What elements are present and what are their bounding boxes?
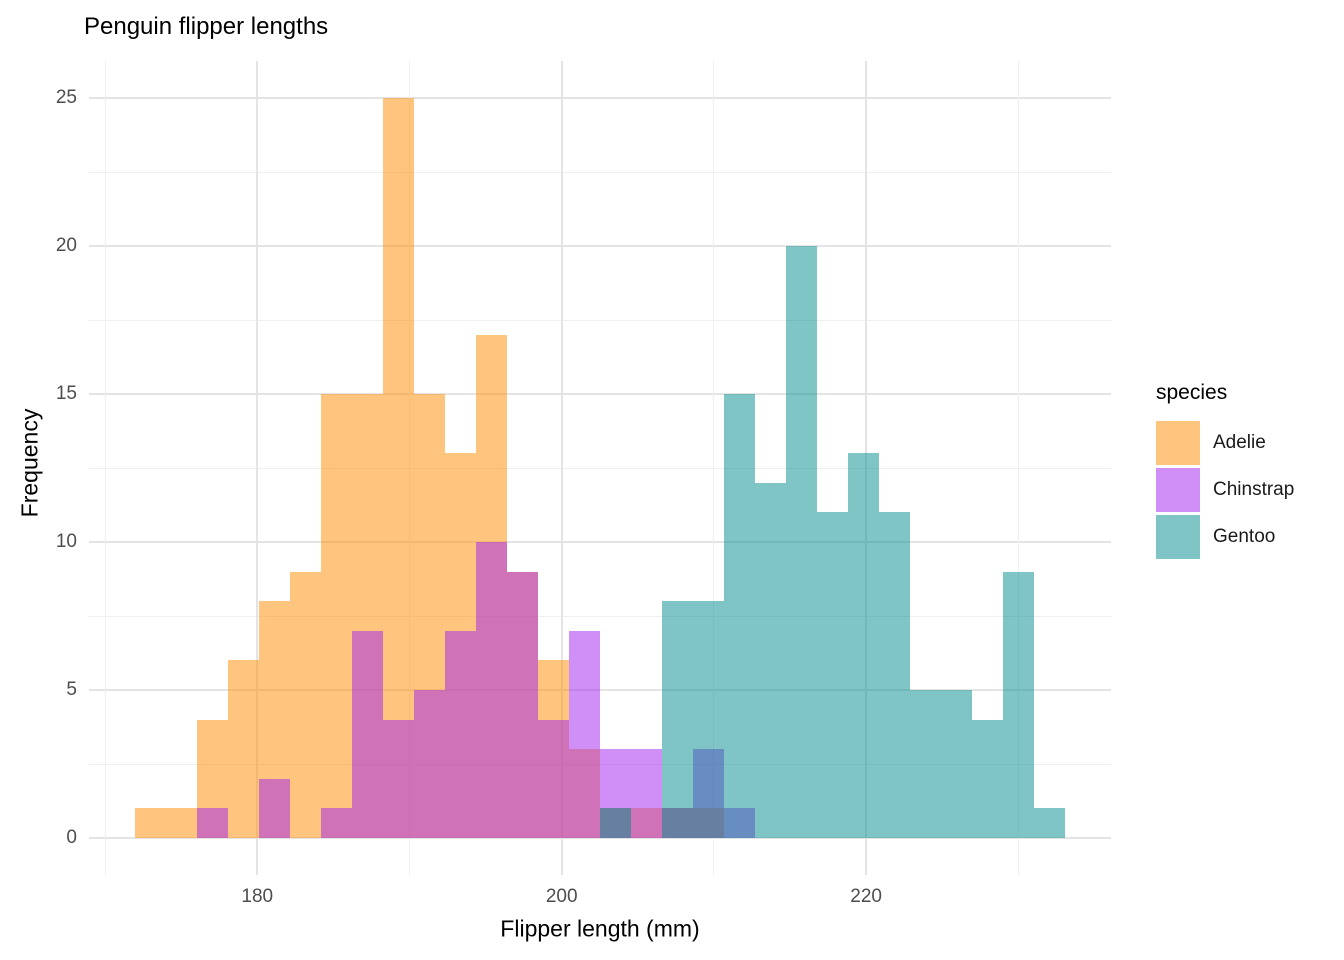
histogram-bar-adelie	[290, 571, 322, 838]
histogram-bar-chinstrap	[538, 719, 570, 838]
gridline-y-major	[89, 689, 1111, 691]
histogram-bar-chinstrap	[569, 630, 600, 838]
gridline-y-major	[89, 393, 1111, 395]
histogram-bar-gentoo	[940, 690, 972, 838]
y-tick-label: 15	[55, 383, 77, 404]
x-tick-label: 220	[850, 886, 882, 907]
histogram-bar-chinstrap	[414, 690, 446, 838]
x-tick-label: 200	[545, 886, 578, 907]
y-tick-label: 20	[55, 235, 77, 256]
plot-panel	[89, 61, 1111, 875]
gridline-y-minor	[89, 467, 1111, 469]
gridline-y-major	[89, 837, 1111, 839]
histogram-bar-chinstrap	[197, 808, 229, 838]
gridline-x-minor	[1017, 61, 1019, 875]
histogram-bar-chinstrap	[630, 749, 662, 838]
histogram-bar-gentoo	[692, 601, 724, 838]
plot-title: Penguin flipper lengths	[84, 13, 329, 40]
legend-label-chinstrap: Chinstrap	[1213, 479, 1295, 500]
histogram-bar-chinstrap	[476, 542, 508, 838]
legend: species Adelie Chinstrap Gentoo	[1156, 0, 1344, 960]
gridline-y-major	[89, 541, 1111, 543]
histogram-bar-gentoo	[971, 719, 1003, 838]
histogram-bar-gentoo	[1033, 808, 1065, 838]
histogram-bar-adelie	[383, 98, 415, 838]
legend-label-adelie: Adelie	[1213, 432, 1266, 453]
histogram-bar-chinstrap	[445, 630, 477, 838]
y-tick-label: 25	[55, 87, 77, 108]
histogram-bar-adelie	[135, 808, 167, 838]
histogram-bar-gentoo	[600, 808, 631, 838]
gridline-y-major	[89, 245, 1111, 247]
gridline-y-minor	[89, 171, 1111, 173]
legend-key-gentoo	[1156, 515, 1200, 559]
gridline-y-minor	[89, 319, 1111, 321]
histogram-bar-gentoo	[1002, 571, 1034, 838]
histogram-bar-gentoo	[909, 690, 941, 838]
histogram-bar-adelie	[166, 808, 198, 838]
histogram-bar-chinstrap	[507, 571, 539, 838]
legend-title: species	[1156, 381, 1228, 404]
histogram-bar-chinstrap	[321, 808, 353, 838]
y-tick-label: 10	[55, 531, 77, 552]
gridline-x-major	[560, 61, 563, 875]
x-tick-label: 180	[241, 886, 274, 907]
y-tick-label: 5	[66, 679, 77, 700]
gridline-x-minor	[713, 61, 715, 875]
histogram-bar-gentoo	[785, 246, 817, 838]
histogram-bar-chinstrap	[383, 719, 415, 838]
histogram-bar-gentoo	[723, 394, 755, 838]
x-axis-title: Flipper length (mm)	[500, 915, 700, 942]
y-axis-title: Frequency	[16, 408, 43, 518]
gridline-y-major	[89, 97, 1111, 99]
histogram-bar-gentoo	[878, 512, 910, 838]
gridline-y-minor	[89, 615, 1111, 617]
histogram-bar-gentoo	[816, 512, 848, 838]
legend-label-gentoo: Gentoo	[1213, 526, 1276, 547]
gridline-x-major	[256, 61, 259, 875]
legend-key-chinstrap	[1156, 468, 1200, 512]
histogram-bar-gentoo	[754, 482, 786, 838]
histogram-bar-gentoo	[661, 601, 693, 838]
y-tick-label: 0	[66, 827, 77, 848]
histogram-bar-gentoo	[847, 453, 879, 838]
histogram-bar-adelie	[321, 394, 353, 838]
legend-key-adelie	[1156, 421, 1200, 465]
histogram-bar-chinstrap	[352, 630, 384, 838]
histogram-bar-adelie	[228, 660, 260, 838]
histogram-bar-chinstrap	[259, 778, 291, 838]
gridline-x-minor	[104, 61, 106, 875]
